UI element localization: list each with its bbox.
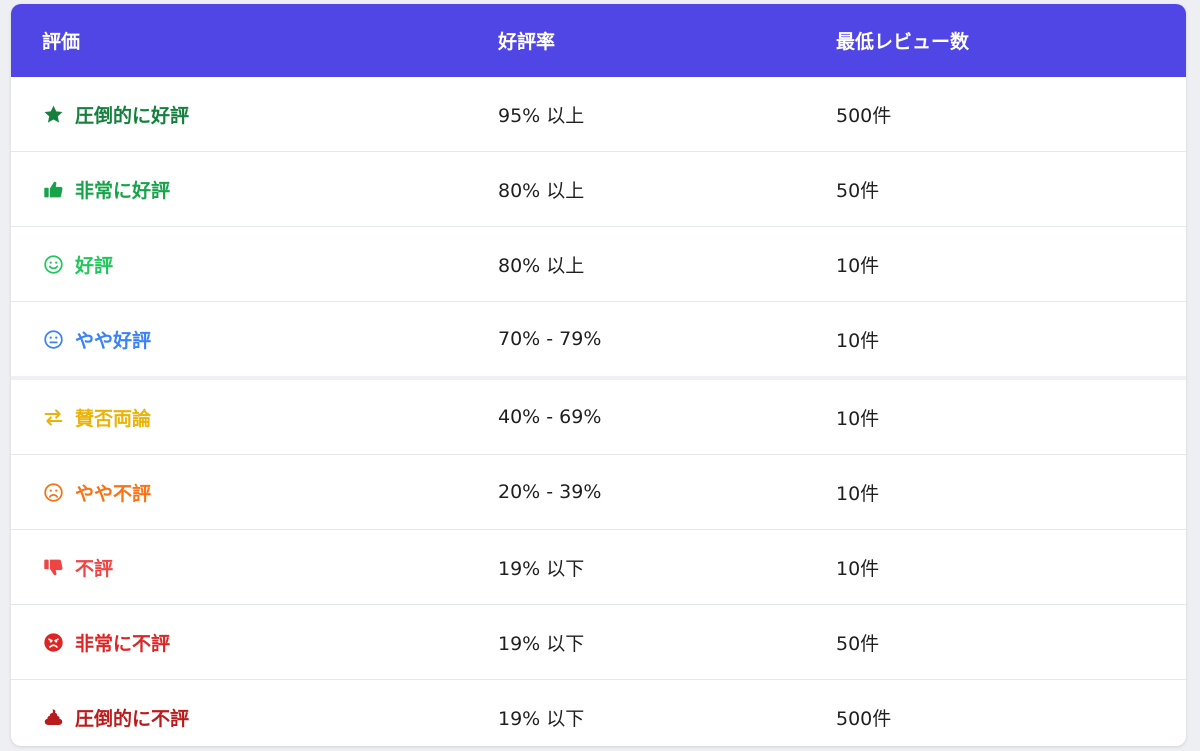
rating-label: 不評 bbox=[42, 554, 113, 581]
positive-rate: 19% 以下 bbox=[498, 632, 585, 655]
rating-label: やや好評 bbox=[42, 326, 151, 353]
positive-rate: 95% 以上 bbox=[498, 104, 585, 127]
positive-rate: 80% 以上 bbox=[498, 254, 585, 277]
min-reviews: 10件 bbox=[836, 254, 880, 277]
table-row: 圧倒的に不評 19% 以下 500件 bbox=[11, 680, 1186, 746]
header-positive-rate: 好評率 bbox=[498, 31, 556, 53]
positive-rate: 40% - 69% bbox=[498, 406, 602, 428]
thumbs-down-icon bbox=[42, 556, 64, 578]
table-row: やや不評 20% - 39% 10件 bbox=[11, 455, 1186, 530]
min-reviews: 500件 bbox=[836, 707, 892, 730]
smile-icon bbox=[42, 253, 64, 275]
table-row: 非常に不評 19% 以下 50件 bbox=[11, 605, 1186, 680]
rating-label: 賛否両論 bbox=[42, 404, 151, 431]
table-row: 賛否両論 40% - 69% 10件 bbox=[11, 380, 1186, 455]
min-reviews: 10件 bbox=[836, 329, 880, 352]
table-row: 非常に好評 80% 以上 50件 bbox=[11, 152, 1186, 227]
rating-label: 圧倒的に不評 bbox=[42, 704, 189, 731]
table-row: やや好評 70% - 79% 10件 bbox=[11, 302, 1186, 380]
rating-table: 評価 好評率 最低レビュー数 圧倒的に好評 95% 以上 500件 非常に好評 … bbox=[11, 4, 1186, 746]
positive-rate: 20% - 39% bbox=[498, 481, 602, 503]
frown-icon bbox=[42, 481, 64, 503]
rating-text: 賛否両論 bbox=[75, 407, 152, 430]
positive-rate: 70% - 79% bbox=[498, 328, 602, 350]
thumbs-up-icon bbox=[42, 178, 64, 200]
rating-text: 不評 bbox=[75, 557, 114, 580]
rating-text: 非常に好評 bbox=[75, 179, 171, 202]
min-reviews: 50件 bbox=[836, 632, 880, 655]
rating-label: 好評 bbox=[42, 251, 113, 278]
table-header: 評価 好評率 最低レビュー数 bbox=[11, 4, 1186, 77]
exchange-icon bbox=[42, 406, 64, 428]
rating-text: 好評 bbox=[75, 254, 114, 277]
rating-text: 圧倒的に不評 bbox=[75, 707, 190, 730]
min-reviews: 10件 bbox=[836, 557, 880, 580]
rating-label: 非常に不評 bbox=[42, 629, 170, 656]
min-reviews: 10件 bbox=[836, 482, 880, 505]
table-row: 好評 80% 以上 10件 bbox=[11, 227, 1186, 302]
rating-text: 非常に不評 bbox=[75, 632, 171, 655]
rating-text: やや好評 bbox=[75, 329, 152, 352]
table-row: 圧倒的に好評 95% 以上 500件 bbox=[11, 77, 1186, 152]
meh-icon bbox=[42, 328, 64, 350]
rating-label: 圧倒的に好評 bbox=[42, 101, 189, 128]
positive-rate: 19% 以下 bbox=[498, 557, 585, 580]
poop-icon bbox=[42, 706, 64, 728]
min-reviews: 50件 bbox=[836, 179, 880, 202]
rating-text: 圧倒的に好評 bbox=[75, 104, 190, 127]
min-reviews: 500件 bbox=[836, 104, 892, 127]
positive-rate: 19% 以下 bbox=[498, 707, 585, 730]
header-min-reviews: 最低レビュー数 bbox=[836, 31, 970, 53]
min-reviews: 10件 bbox=[836, 407, 880, 430]
rating-text: やや不評 bbox=[75, 482, 152, 505]
angry-icon bbox=[42, 631, 64, 653]
table-row: 不評 19% 以下 10件 bbox=[11, 530, 1186, 605]
rating-label: やや不評 bbox=[42, 479, 151, 506]
header-rating: 評価 bbox=[42, 31, 81, 53]
positive-rate: 80% 以上 bbox=[498, 179, 585, 202]
rating-label: 非常に好評 bbox=[42, 176, 170, 203]
star-icon bbox=[42, 103, 64, 125]
